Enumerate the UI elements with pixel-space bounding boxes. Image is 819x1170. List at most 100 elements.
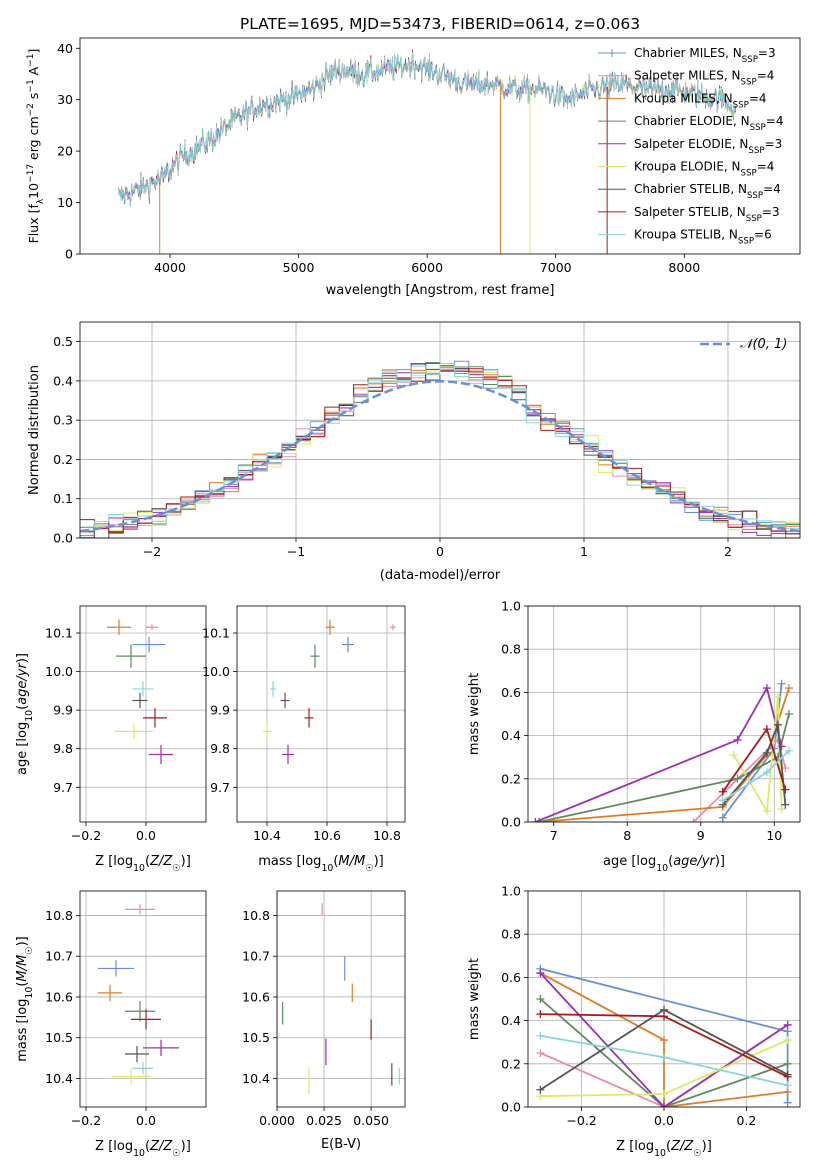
weight-marker: [777, 679, 786, 688]
x-tick-label: 6000: [411, 260, 443, 275]
weight-marker: [718, 813, 727, 822]
weight-marker: [531, 818, 540, 822]
x-tick-label: 8000: [668, 260, 700, 275]
y-tick-label: 10.7: [242, 949, 270, 964]
y-tick-label: 0.2: [501, 771, 521, 786]
weight-line: [722, 724, 787, 806]
axis-label-z: Z [log10(Z/Z☉)]: [616, 1139, 712, 1159]
weight-marker: [783, 1098, 792, 1107]
weight-marker: [535, 818, 544, 822]
weight-marker: [536, 995, 545, 1003]
Z-age-points: [107, 619, 173, 765]
axis-label-z: Z [log10(Z/Z☉)]: [95, 854, 191, 874]
x-tick-label: 0.050: [353, 1113, 389, 1128]
x-tick-label: 7000: [540, 260, 572, 275]
x-tick-label: 10.4: [253, 828, 281, 843]
weight-marker: [660, 1090, 668, 1099]
ebv-mass-points: [282, 903, 400, 1094]
y-tick-label: 10.4: [242, 1071, 270, 1086]
legend-label: Salpeter ELODIE, NSSP=3: [634, 137, 782, 156]
y-tick-label: 10.8: [242, 908, 270, 923]
weight-marker: [660, 1053, 668, 1062]
x-tick-label: 10.8: [373, 828, 401, 843]
x-tick-label: −0.2: [71, 1113, 101, 1128]
weight-marker: [783, 1020, 792, 1029]
age-weight-ylabel: mass weight: [467, 673, 482, 755]
Z-mass-frame: [79, 890, 207, 1108]
weight-marker: [762, 807, 771, 816]
x-tick-label: 0.0: [136, 828, 156, 843]
Z-weight-series: [536, 964, 792, 1107]
x-tick-label: 7: [550, 828, 558, 843]
y-tick-label: 10.6: [45, 989, 73, 1004]
legend-label: Salpeter STELIB, NSSP=3: [634, 205, 780, 224]
x-tick-label: −1: [287, 544, 305, 559]
weight-marker: [784, 746, 793, 755]
y-tick-label: 0.0: [501, 1100, 521, 1115]
legend-label: Chabrier ELODIE, NSSP=4: [634, 114, 783, 133]
spectrum-lines: [118, 48, 737, 254]
weight-marker: [783, 1081, 792, 1090]
histogram-series: [80, 363, 800, 531]
y-tick-label: 9.8: [210, 741, 230, 756]
weight-marker: [781, 800, 790, 809]
weight-marker: [781, 785, 790, 794]
spectrum-ylabel: Flux [fλ10−17 erg cm−2 s−1 A−1]: [26, 49, 46, 244]
weight-marker: [718, 796, 727, 805]
x-tick-label: 0.2: [736, 1113, 756, 1128]
weight-marker: [536, 1010, 545, 1019]
legend-label: Kroupa STELIB, NSSP=6: [634, 228, 772, 247]
mass-age-points: [262, 619, 396, 765]
weight-line: [539, 998, 788, 1107]
y-tick-label: 0.6: [501, 970, 521, 985]
weight-line: [535, 685, 783, 822]
weight-marker: [689, 818, 698, 822]
y-tick-label: 10.7: [45, 949, 73, 964]
weight-marker: [536, 969, 545, 978]
x-tick-label: 9: [697, 828, 705, 843]
spectrum-legend: Chabrier MILES, NSSP=3 Salpeter MILES, NS…: [598, 46, 783, 247]
x-tick-label: 2: [724, 544, 732, 559]
legend-label: Chabrier MILES, NSSP=3: [634, 46, 776, 65]
weight-line: [538, 713, 790, 822]
x-tick-label: 8: [623, 828, 631, 843]
residuals-xlabel: (data-model)/error: [380, 568, 501, 583]
legend-label: 𝒩(0, 1): [740, 337, 787, 352]
weight-marker: [783, 1059, 792, 1068]
weight-marker: [733, 774, 742, 783]
y-tick-label: 0.4: [53, 373, 73, 388]
age-weight-frame: [527, 605, 801, 823]
Z-weight-frame: [527, 890, 801, 1108]
legend-label: Salpeter MILES, NSSP=4: [634, 69, 774, 88]
weight-marker: [784, 684, 793, 693]
histogram-series: [80, 363, 800, 538]
y-tick-label: 0: [65, 247, 73, 262]
y-tick-label: 9.7: [210, 780, 230, 795]
mass-age-frame: [236, 605, 406, 823]
normal-curve: [80, 380, 800, 533]
ebv-mass-axes: 0.000 0.025 0.050 10.4 10.5 10.6 10.7 10.8: [242, 891, 405, 1128]
x-tick-label: −0.2: [566, 1113, 596, 1128]
y-tick-label: 0.6: [501, 685, 521, 700]
x-tick-label: 0.0: [654, 1113, 674, 1128]
axis-label-mass: mass [log10(M/M☉)]: [258, 854, 384, 874]
axis-label-mass: mass [log10(M/M☉)]: [15, 936, 35, 1062]
axis-label-z: Z [log10(Z/Z☉)]: [95, 1139, 191, 1159]
weight-marker: [536, 1031, 545, 1040]
weight-marker: [762, 684, 771, 693]
legend-label: Kroupa MILES, NSSP=4: [634, 91, 767, 110]
y-tick-label: 0.1: [53, 491, 73, 506]
legend-label: Kroupa ELODIE, NSSP=4: [634, 160, 774, 179]
y-tick-label: 1.0: [501, 599, 521, 614]
weight-marker: [783, 1072, 792, 1081]
x-tick-label: −0.2: [71, 828, 101, 843]
ebv-xlabel: E(B-V): [321, 1137, 361, 1152]
residuals-frame: [79, 321, 801, 539]
mass-age-axes: 10.4 10.6 10.8 9.7 9.8 9.9 10.0 10.1: [202, 606, 405, 843]
weight-marker: [536, 1085, 545, 1094]
x-tick-label: 0.0: [136, 1113, 156, 1128]
Z-mass-axes: −0.2 0.0 10.4 10.5 10.6 10.7 10.8: [45, 891, 206, 1128]
y-tick-label: 0.8: [501, 927, 521, 942]
y-tick-label: 0.0: [53, 531, 73, 546]
